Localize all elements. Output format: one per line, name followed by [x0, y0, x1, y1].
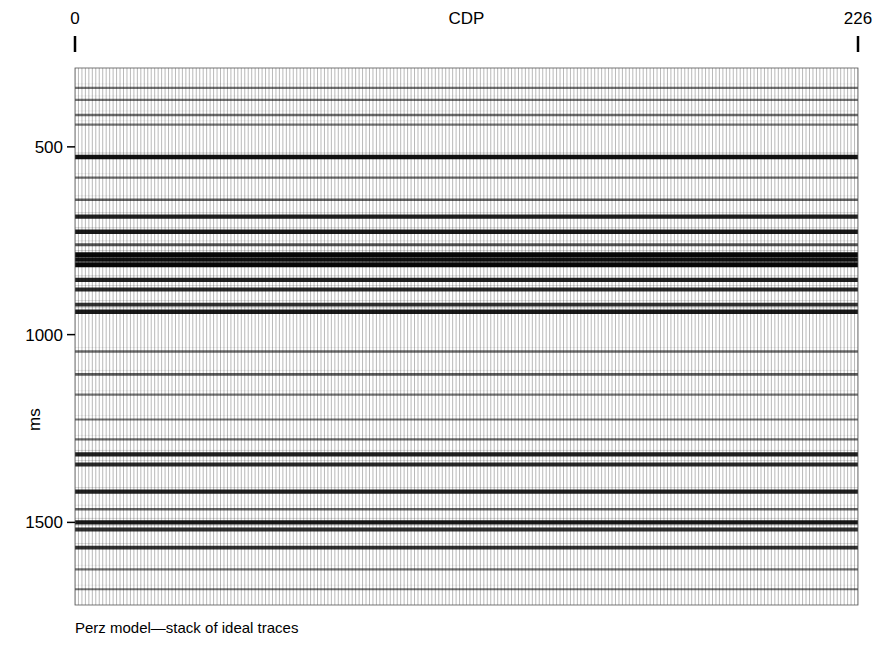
reflector — [75, 215, 858, 219]
reflector-lobe — [75, 255, 858, 256]
reflector-lobe — [75, 83, 858, 84]
reflector — [75, 155, 858, 160]
reflector — [75, 87, 858, 89]
reflector-lobe — [75, 227, 858, 228]
reflector — [75, 394, 858, 396]
reflector-lobe — [75, 195, 858, 196]
reflector — [75, 373, 858, 376]
reflector — [75, 463, 858, 467]
x-tick — [857, 36, 860, 52]
y-axis-title: ms — [25, 408, 44, 431]
reflectors — [75, 84, 858, 589]
chart-root: 0 226 CDP 500 1000 1500 ms Perz model—stack of … — [0, 0, 875, 645]
traces — [75, 68, 858, 605]
reflector — [75, 252, 858, 257]
y-tick — [67, 334, 75, 336]
x-axis-title: CDP — [449, 9, 485, 28]
reflector — [75, 588, 858, 590]
reflector-lobe — [75, 120, 858, 121]
plot-area — [75, 68, 858, 605]
reflector — [75, 508, 858, 511]
reflector-lobe — [75, 95, 858, 96]
reflector-lobe — [75, 250, 858, 251]
reflector-lobe — [75, 565, 858, 566]
reflector — [75, 243, 858, 246]
reflector — [75, 520, 858, 524]
reflector — [75, 438, 858, 440]
x-tick — [74, 36, 77, 52]
reflector-lobe — [75, 518, 858, 519]
reflector-lobe — [75, 212, 858, 213]
plot-frame — [75, 68, 858, 605]
reflector — [75, 418, 858, 420]
reflector — [75, 310, 858, 314]
y-tick-label: 1000 — [25, 326, 63, 345]
reflector-lobe — [75, 275, 858, 276]
x-tick-label: 0 — [70, 9, 79, 28]
reflector-lobe — [75, 110, 858, 111]
reflector — [75, 489, 858, 493]
reflector-lobe — [75, 152, 858, 153]
reflector-lobe — [75, 487, 858, 488]
y-tick — [67, 522, 75, 524]
reflector-lobe — [75, 260, 858, 261]
reflector — [75, 546, 858, 550]
reflector-lobe — [75, 460, 858, 461]
y-tick-label: 500 — [35, 138, 63, 157]
reflector — [75, 452, 858, 456]
reflector — [75, 124, 858, 126]
reflector-lobe — [75, 347, 858, 348]
reflector — [75, 568, 858, 570]
reflector-lobe — [75, 240, 858, 241]
reflector-lobe — [75, 525, 858, 526]
reflector — [75, 114, 858, 116]
reflector — [75, 288, 858, 292]
reflector — [75, 230, 858, 234]
reflector — [75, 262, 858, 267]
caption: Perz model—stack of ideal traces — [75, 619, 298, 636]
reflector — [75, 176, 858, 178]
reflector-lobe — [75, 370, 858, 371]
y-tick-label: 1500 — [25, 513, 63, 532]
reflector — [75, 303, 858, 307]
reflector-lobe — [75, 307, 858, 308]
reflector — [75, 278, 858, 282]
x-tick-label: 226 — [844, 9, 872, 28]
reflector-lobe — [75, 390, 858, 391]
reflector — [75, 257, 858, 262]
reflector-lobe — [75, 585, 858, 586]
reflector-lobe — [75, 173, 858, 174]
reflector-lobe — [75, 415, 858, 416]
reflector-lobe — [75, 505, 858, 506]
reflector-lobe — [75, 285, 858, 286]
y-tick — [67, 146, 75, 148]
reflector-lobe — [75, 300, 858, 301]
reflector — [75, 528, 858, 532]
reflector — [75, 99, 858, 101]
reflector — [75, 350, 858, 352]
reflector — [75, 199, 858, 202]
reflector-lobe — [75, 543, 858, 544]
reflector-lobe — [75, 435, 858, 436]
reflector-lobe — [75, 450, 858, 451]
